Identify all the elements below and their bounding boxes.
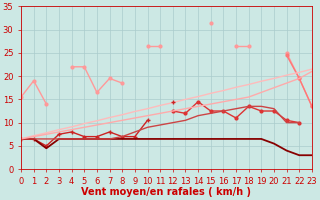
X-axis label: Vent moyen/en rafales ( km/h ): Vent moyen/en rafales ( km/h )	[82, 187, 252, 197]
